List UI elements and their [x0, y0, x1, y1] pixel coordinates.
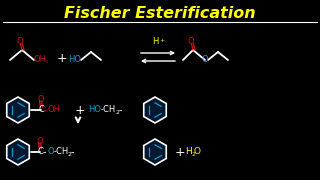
Text: H: H: [185, 147, 192, 156]
Text: -: -: [44, 105, 47, 115]
Text: -: -: [43, 147, 46, 157]
Text: HO: HO: [88, 105, 101, 114]
Text: O: O: [188, 37, 194, 46]
Text: HO: HO: [68, 55, 81, 64]
Text: 2: 2: [116, 111, 120, 116]
Text: -CH: -CH: [54, 147, 69, 156]
Text: -: -: [119, 105, 123, 115]
Polygon shape: [7, 139, 29, 165]
Text: +: +: [175, 145, 186, 159]
Text: 2: 2: [191, 152, 195, 158]
Text: 2: 2: [68, 152, 72, 158]
Polygon shape: [7, 97, 29, 123]
Text: OH: OH: [48, 105, 61, 114]
Text: O: O: [194, 147, 201, 156]
Text: -: -: [71, 147, 75, 157]
Text: Fischer Esterification: Fischer Esterification: [64, 6, 256, 21]
Text: H: H: [152, 37, 158, 46]
Text: O: O: [17, 37, 23, 46]
Text: O: O: [48, 147, 55, 156]
Text: +: +: [159, 37, 164, 42]
Text: C: C: [37, 147, 43, 156]
Text: O: O: [37, 136, 43, 145]
Text: O: O: [202, 55, 208, 64]
Polygon shape: [144, 97, 166, 123]
Polygon shape: [144, 139, 166, 165]
Text: C: C: [38, 105, 44, 114]
Text: O: O: [38, 94, 44, 103]
Text: +: +: [75, 103, 85, 116]
Text: +: +: [57, 53, 67, 66]
Text: OH: OH: [34, 55, 47, 64]
Text: -CH: -CH: [101, 105, 116, 114]
